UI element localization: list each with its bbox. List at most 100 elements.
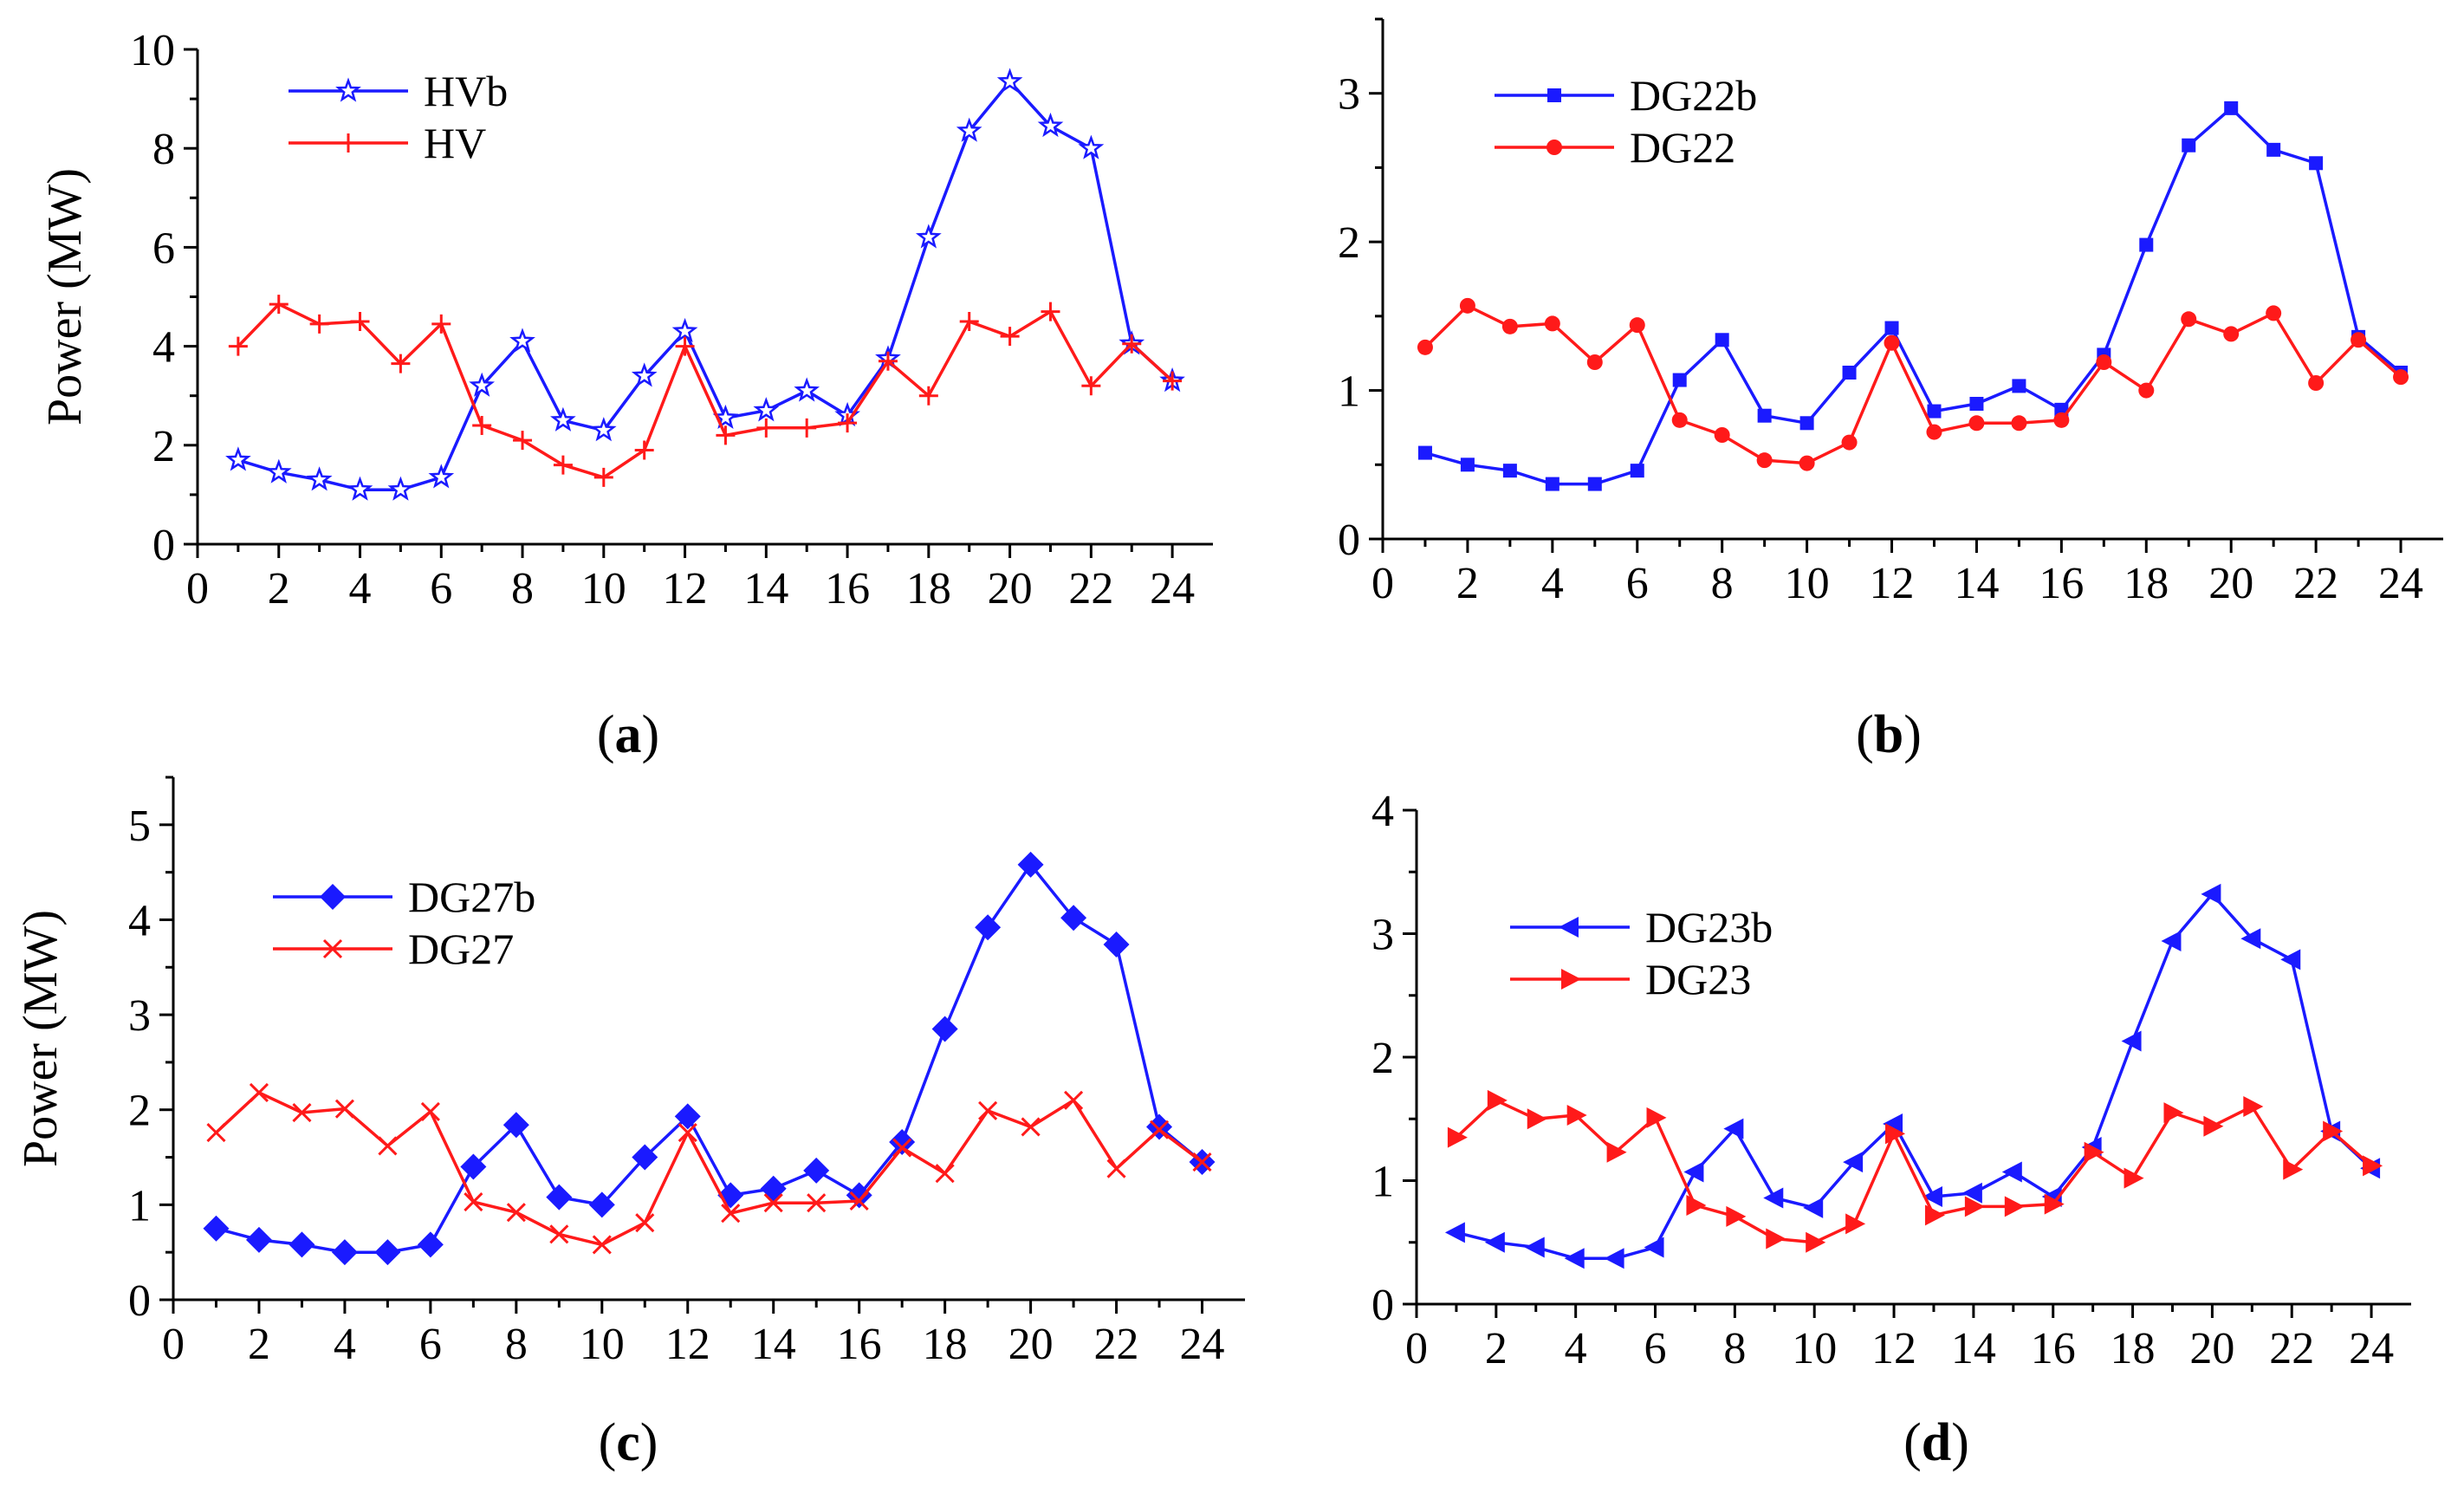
data-point [1586,354,1603,370]
data-point [1927,404,1942,419]
data-point [1630,464,1644,478]
y-axis-title: Power (MW) [38,168,92,425]
data-point [978,1100,998,1120]
y-tick-label: 10 [130,26,175,75]
data-point [1037,112,1064,138]
data-point [1163,371,1183,391]
data-point [2308,375,2325,391]
x-tick-label: 22 [2293,559,2338,608]
data-point [838,413,858,433]
data-point [1964,1196,1985,1217]
x-tick-label: 0 [162,1320,185,1369]
data-point [549,1224,569,1244]
x-tick-label: 20 [2208,559,2253,608]
data-point [431,314,451,334]
data-point [1766,1228,1786,1250]
panel-label: (a) [597,705,659,764]
data-point [1799,416,1814,431]
data-point [1081,376,1101,396]
x-tick-label: 8 [1711,559,1734,608]
data-point [756,418,776,438]
y-tick-label: 2 [1338,218,1360,268]
data-point [2223,326,2240,342]
data-point [1884,334,1900,351]
data-point [2283,1159,2304,1180]
data-point [918,386,938,406]
data-point [915,224,942,249]
x-tick-label: 10 [1785,559,1830,608]
series-markers-dg27 [206,1082,1212,1255]
data-point [513,431,533,451]
data-point [590,417,617,442]
x-tick-label: 8 [1723,1324,1746,1373]
x-tick-label: 2 [1456,559,1479,608]
data-point [1763,1187,1784,1209]
data-point [1806,1231,1826,1253]
data-point [306,466,333,491]
y-tick-label: 0 [152,521,175,570]
data-point [469,372,496,397]
data-point [1629,317,1645,334]
data-point [269,295,289,315]
y-tick-label: 4 [152,323,175,373]
x-tick-label: 24 [1150,564,1195,613]
data-point [849,1191,869,1211]
x-tick-label: 10 [580,1320,625,1369]
x-tick-label: 20 [2189,1324,2234,1373]
data-point [472,415,492,435]
data-point [1564,1248,1585,1269]
x-tick-label: 4 [334,1320,356,1369]
data-point [712,404,739,430]
data-point [935,1164,955,1184]
data-point [931,1016,958,1042]
y-tick-label: 2 [152,422,175,471]
data-point [1587,477,1602,491]
data-point [2163,1102,2184,1124]
x-tick-label: 12 [663,564,708,613]
y-tick-label: 8 [152,125,175,174]
y-tick-label: 5 [128,802,151,851]
x-tick-label: 14 [751,1320,796,1369]
data-point [1924,1204,1945,1226]
data-point [1726,1205,1747,1227]
data-point [1000,327,1020,347]
data-point [2138,382,2155,399]
data-point [1646,1107,1667,1128]
x-tick-label: 8 [505,1320,528,1369]
x-tick-label: 18 [906,564,951,613]
data-point [2224,101,2239,115]
data-point [1460,458,1475,472]
data-point [1723,1118,1744,1139]
data-point [553,455,573,475]
x-tick-label: 4 [349,564,372,613]
data-point [503,1112,529,1139]
data-point [228,336,248,356]
series-line-dg23b [1456,893,2373,1261]
data-point [2096,354,2112,370]
data-point [1487,1089,1508,1111]
data-point [331,1239,358,1266]
data-point [1417,445,1432,460]
y-tick-label: 6 [152,224,175,273]
data-point [2243,1096,2264,1117]
data-point [2012,379,2026,393]
data-point [1672,373,1687,387]
data-point [506,1203,526,1223]
series-line-dg22b [1424,107,2402,486]
y-tick-label: 3 [128,991,151,1041]
x-tick-label: 18 [2124,559,2169,608]
data-point [206,1122,226,1143]
data-point [1017,851,1044,878]
x-tick-label: 20 [1008,1320,1054,1369]
y-tick-label: 1 [128,1181,151,1230]
data-point [245,1226,272,1253]
data-point [1686,1195,1707,1216]
data-point [417,1231,444,1258]
data-point [721,1204,741,1224]
data-point [794,377,820,402]
data-point [289,1231,315,1258]
panel-label: (b) [1856,705,1922,764]
data-point [1714,427,1730,443]
